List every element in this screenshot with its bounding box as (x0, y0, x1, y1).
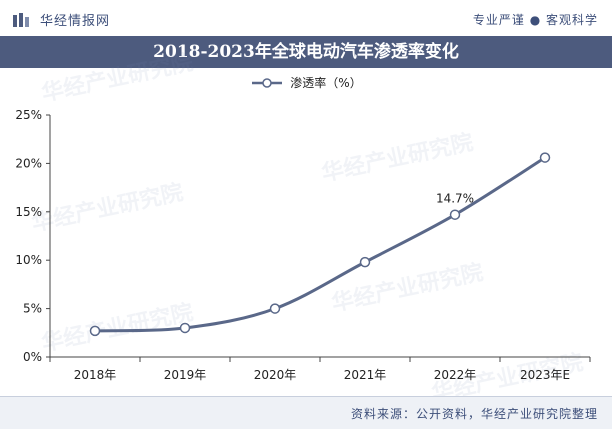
plot-area: 14.7% (89, 152, 551, 337)
x-tick-label: 2023年E (520, 368, 570, 382)
data-point (449, 209, 461, 220)
y-tick-label: 0% (23, 350, 42, 364)
data-point (89, 325, 101, 337)
y-tick-label: 5% (23, 302, 42, 316)
x-tick-label: 2021年 (344, 368, 387, 382)
x-tick-label: 2018年 (74, 368, 117, 382)
data-point (269, 303, 281, 314)
legend-item: 渗透率（%） (250, 74, 362, 91)
series-line (94, 156, 546, 333)
data-point (539, 152, 551, 163)
x-tick-label: 2019年 (164, 368, 207, 382)
line-chart: 0% 5% 10% 15% 20% 25% 2018年 2019年 2020年 2021年 202… (15, 108, 591, 382)
x-tick-label: 2020年 (254, 368, 297, 382)
bar-logo-icon (13, 12, 29, 27)
data-point (179, 322, 191, 334)
brand-name: 华经情报网 (40, 14, 111, 29)
y-tick-label: 10% (15, 253, 42, 267)
tagline: 专业严谨 ● 客观科学 (472, 13, 598, 27)
chart-title: 2018-2023年全球电动汽车渗透率变化 (0, 36, 612, 68)
x-tick-label: 2022年 (434, 368, 477, 382)
y-tick-label: 25% (15, 108, 42, 122)
legend-label: 渗透率（%） (290, 76, 362, 90)
y-axis: 0% 5% 10% 15% 20% 25% (15, 108, 51, 364)
source-note: 资料来源：公开资料，华经产业研究院整理 (350, 407, 598, 421)
footer: 资料来源：公开资料，华经产业研究院整理 (0, 396, 612, 429)
y-tick-label: 15% (15, 205, 42, 219)
brand: 华经情报网 (12, 10, 110, 29)
y-tick-label: 20% (15, 156, 42, 170)
legend: 渗透率（%） (0, 74, 612, 92)
legend-line-marker-icon (252, 77, 283, 88)
x-axis: 2018年 2019年 2020年 2021年 2022年 2023年E (49, 356, 591, 382)
data-label: 14.7% (436, 192, 474, 206)
top-bar: 华经情报网 专业严谨 ● 客观科学 (0, 0, 612, 36)
data-point (359, 256, 371, 268)
